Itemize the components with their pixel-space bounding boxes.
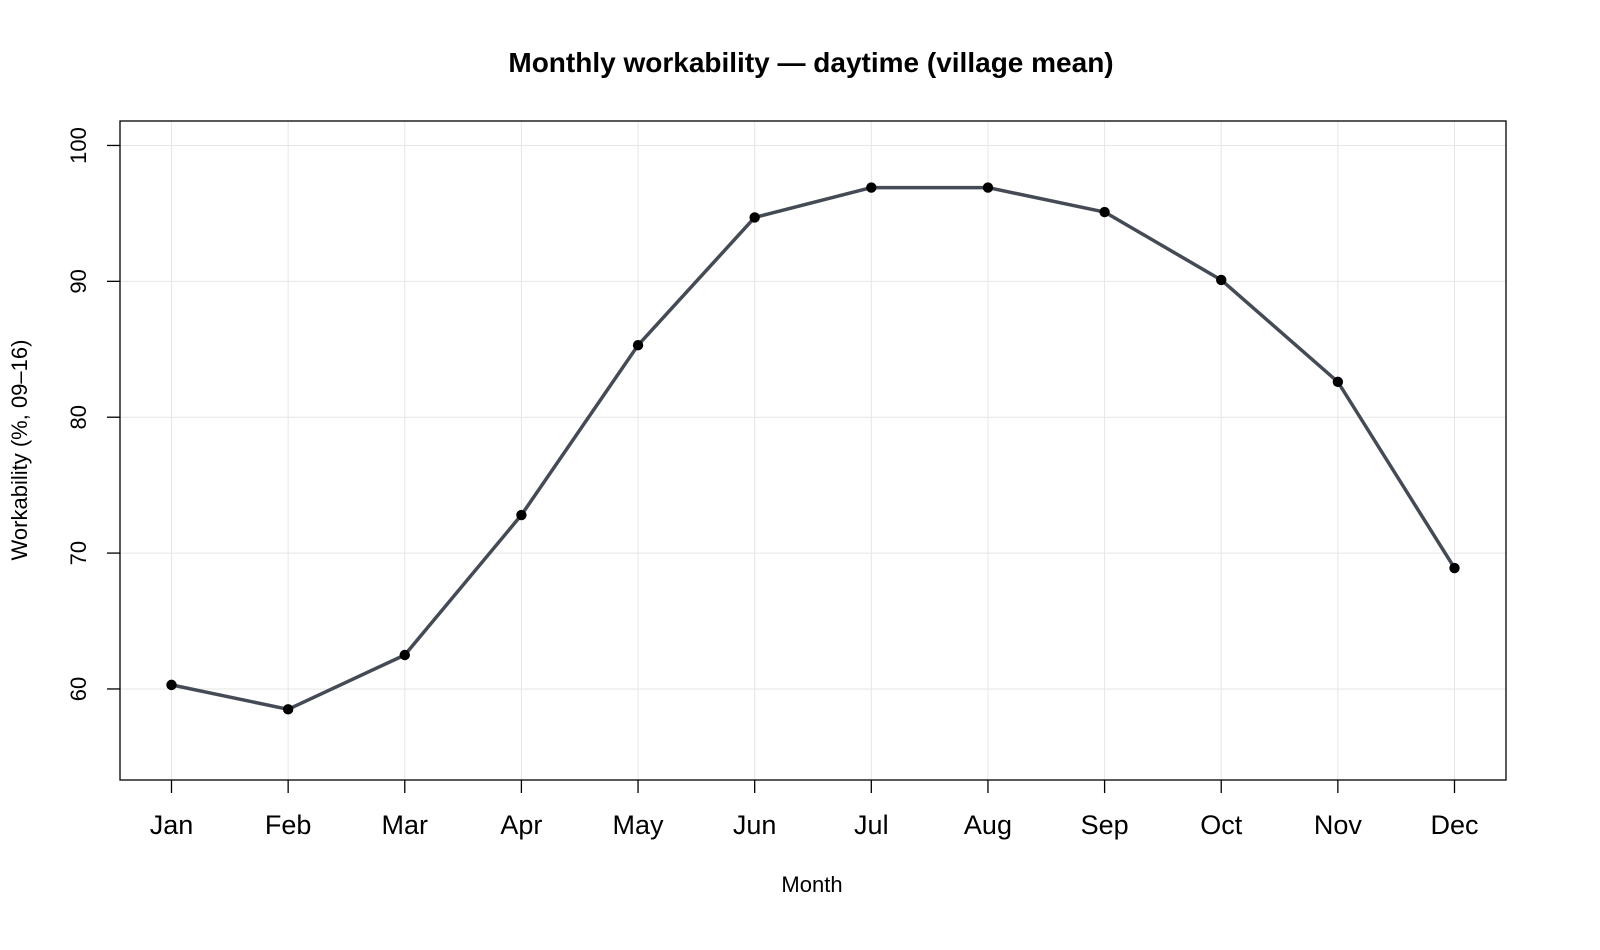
y-axis: 60 70 80 90 100 — [66, 127, 120, 701]
series-line — [171, 185, 1456, 712]
grid-layer — [120, 121, 1506, 780]
points-layer — [166, 182, 1460, 715]
chart-title: Monthly workability — daytime (village m… — [508, 47, 1113, 78]
x-tick-label: Mar — [382, 810, 429, 840]
x-axis: Jan Feb Mar Apr May Jun Jul Aug Sep Oct Nov Dec — [150, 780, 1479, 840]
y-tick-label: 100 — [66, 127, 91, 164]
data-point — [866, 182, 877, 193]
y-tick-label: 70 — [66, 541, 91, 565]
y-tick-label: 90 — [66, 269, 91, 293]
x-tick-label: Nov — [1314, 810, 1363, 840]
x-tick-label: Feb — [265, 810, 312, 840]
x-tick-label: May — [613, 810, 665, 840]
x-tick-label: Oct — [1200, 810, 1243, 840]
x-axis-label: Month — [781, 872, 842, 897]
data-point — [399, 649, 410, 661]
data-point — [1216, 274, 1227, 286]
data-point — [632, 339, 644, 351]
y-axis-label: Workability (%, 09–16) — [7, 340, 32, 561]
data-point — [166, 679, 177, 691]
data-point — [1332, 376, 1344, 388]
data-point — [282, 704, 294, 715]
data-point — [982, 182, 994, 193]
x-tick-label: Sep — [1081, 810, 1129, 840]
x-tick-label: Apr — [500, 810, 542, 840]
x-tick-label: Jun — [733, 810, 777, 840]
data-point — [1099, 206, 1110, 218]
y-tick-label: 80 — [66, 405, 91, 429]
x-tick-label: Aug — [964, 810, 1012, 840]
x-tick-label: Jul — [854, 810, 889, 840]
data-point — [516, 509, 527, 521]
x-tick-label: Dec — [1430, 810, 1478, 840]
y-tick-label: 60 — [66, 677, 91, 701]
plot-frame — [119, 120, 1507, 781]
x-tick-label: Jan — [150, 810, 194, 840]
data-point — [749, 212, 760, 223]
data-point — [1449, 562, 1460, 574]
